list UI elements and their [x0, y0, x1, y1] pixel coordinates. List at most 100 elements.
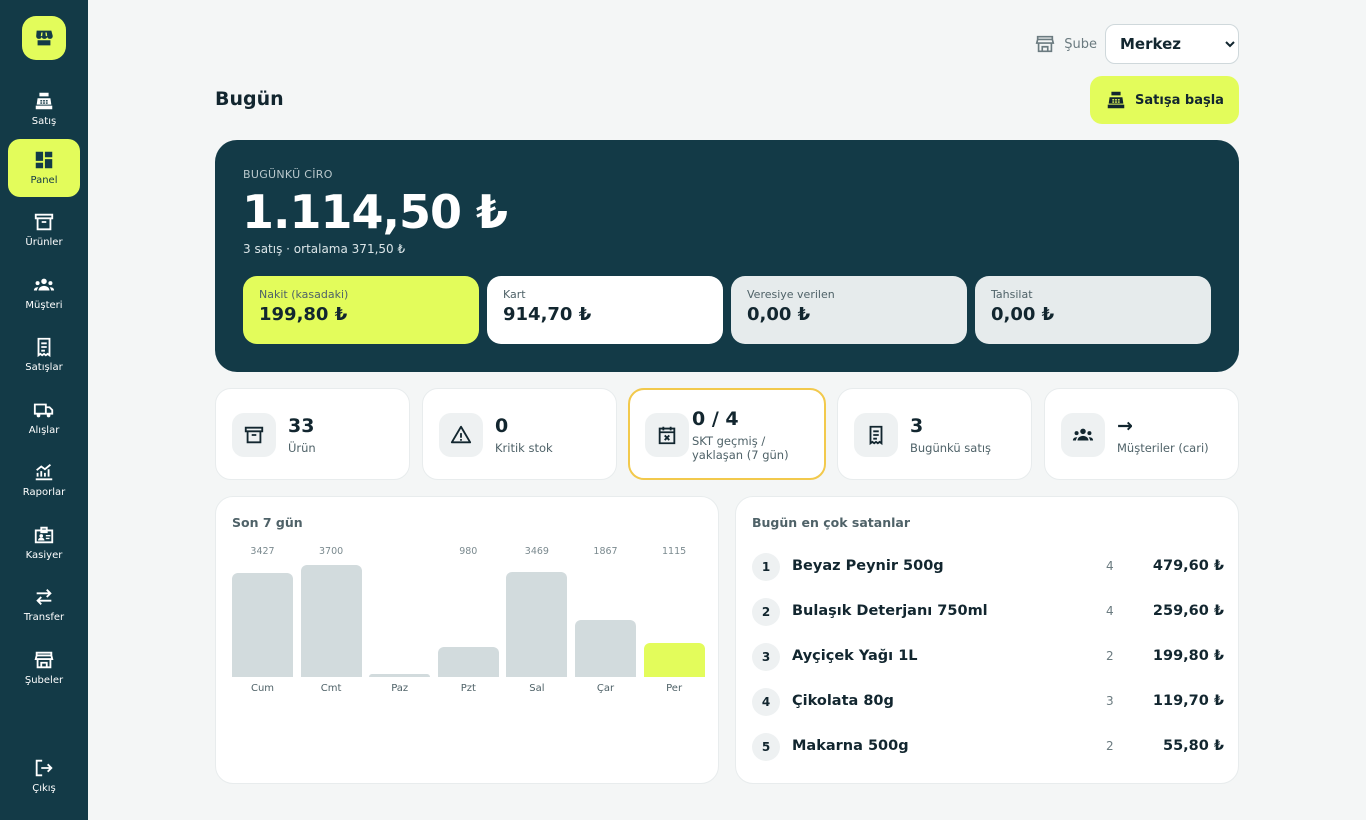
chart-bar-pzt	[437, 647, 499, 677]
chart-category-label: Cmt	[320, 683, 342, 694]
top-sellers-title: Bugün en çok satanlar	[752, 515, 910, 530]
last-7-days-chart-panel: Son 7 gün 3427 Cum 3700 Cmt Paz 980 Pzt 3469 Sal…	[215, 496, 719, 784]
product-amount: 199,80 ₺	[1152, 648, 1224, 664]
product-qty: 4	[1106, 559, 1114, 573]
stat-icon-wrap	[854, 413, 898, 457]
product-qty: 3	[1106, 694, 1114, 708]
rank-badge: 5	[752, 733, 780, 761]
sidebar-item-kasiyer[interactable]: Kasiyer	[8, 514, 80, 572]
chart-category-label: Cum	[250, 683, 275, 694]
list-item[interactable]: 3 Ayçiçek Yağı 1L 2 199,80 ₺	[752, 642, 1224, 672]
sidebar-item-raporlar[interactable]: Raporlar	[8, 451, 80, 509]
revenue-label: BUGÜNKÜ CİRO	[243, 168, 333, 181]
dashboard-icon	[35, 151, 53, 169]
storefront-icon	[1035, 35, 1055, 53]
payment-value: 0,00 ₺	[747, 304, 811, 325]
payment-value: 199,80 ₺	[259, 304, 348, 325]
payment-label: Tahsilat	[991, 288, 1033, 301]
chart-bar-paz	[369, 674, 431, 677]
cash-register-icon	[35, 92, 53, 110]
storefront-icon	[36, 30, 53, 46]
stat-icon-wrap	[1061, 413, 1105, 457]
chart-category-label: Sal	[529, 683, 545, 694]
warning-icon	[450, 425, 472, 444]
sidebar-item-urunler[interactable]: Ürünler	[8, 201, 80, 259]
sidebar-item-label: Kasiyer	[25, 550, 63, 561]
stat-products-card[interactable]: 33 Ürün	[215, 388, 410, 480]
payment-value: 0,00 ₺	[991, 304, 1055, 325]
list-item[interactable]: 4 Çikolata 80g 3 119,70 ₺	[752, 687, 1224, 717]
revenue-value: 1.114,50 ₺	[242, 185, 508, 239]
truck-icon	[33, 403, 54, 418]
product-qty: 4	[1106, 604, 1114, 618]
sidebar-item-label: Panel	[30, 175, 58, 186]
payment-label: Veresiye verilen	[747, 288, 835, 301]
sidebar-item-musteri[interactable]: Müşteri	[8, 264, 80, 322]
sidebar-item-label: Satış	[31, 116, 57, 127]
payment-label: Nakit (kasadaki)	[259, 288, 349, 301]
branch-label: Şube	[1064, 36, 1097, 52]
stat-value: 0	[495, 415, 509, 437]
sidebar-item-satis[interactable]: Satış	[8, 80, 80, 138]
cash-register-icon	[1107, 91, 1125, 109]
rank-badge: 4	[752, 688, 780, 716]
product-name: Ayçiçek Yağı 1L	[792, 648, 918, 664]
sidebar-item-satislar[interactable]: Satışlar	[8, 326, 80, 384]
receipt-icon	[37, 337, 51, 358]
product-qty: 2	[1106, 739, 1114, 753]
analytics-icon	[35, 463, 53, 481]
stat-label: Müşteriler (cari)	[1117, 441, 1209, 455]
stat-customers-card[interactable]: → Müşteriler (cari)	[1044, 388, 1239, 480]
swap-arrows-icon	[36, 589, 52, 605]
start-sale-button[interactable]: Satışa başla	[1090, 76, 1239, 124]
payment-value: 914,70 ₺	[503, 304, 592, 325]
product-name: Makarna 500g	[792, 738, 909, 754]
people-icon	[33, 278, 55, 291]
logout-label: Çıkış	[32, 783, 56, 794]
sidebar-item-label: Şubeler	[24, 675, 64, 686]
branch-picker: Şube Merkez	[1034, 24, 1239, 64]
payment-cash-card: Nakit (kasadaki) 199,80 ₺	[243, 276, 479, 344]
chart-category-label: Çar	[596, 683, 615, 694]
list-item[interactable]: 1 Beyaz Peynir 500g 4 479,60 ₺	[752, 552, 1224, 582]
archive-box-icon	[34, 213, 54, 231]
store-logo[interactable]	[22, 16, 66, 60]
chart-category-label: Per	[666, 683, 683, 694]
event-busy-icon	[658, 426, 676, 445]
logout-button[interactable]: Çıkış	[8, 747, 80, 805]
product-name: Çikolata 80g	[792, 693, 894, 709]
branch-select[interactable]: Merkez	[1105, 24, 1239, 64]
sidebar-item-alislar[interactable]: Alışlar	[8, 389, 80, 447]
badge-icon	[34, 526, 54, 544]
list-item[interactable]: 5 Makarna 500g 2 55,80 ₺	[752, 732, 1224, 762]
stat-value: →	[1117, 415, 1133, 437]
payment-collection-card: Tahsilat 0,00 ₺	[975, 276, 1211, 344]
people-icon	[1072, 428, 1094, 441]
stat-today-sales-card[interactable]: 3 Bugünkü satış	[837, 388, 1032, 480]
logout-icon	[35, 759, 53, 777]
revenue-subtitle: 3 satış · ortalama 371,50 ₺	[243, 242, 406, 256]
chart-bar-çar	[575, 620, 636, 677]
chart-value-label: 3700	[319, 546, 344, 557]
rank-badge: 2	[752, 598, 780, 626]
stat-label: Ürün	[288, 441, 316, 455]
list-item[interactable]: 2 Bulaşık Deterjanı 750ml 4 259,60 ₺	[752, 597, 1224, 627]
product-name: Beyaz Peynir 500g	[792, 558, 944, 574]
product-qty: 2	[1106, 649, 1114, 663]
sidebar-item-label: Ürünler	[25, 237, 63, 248]
archive-box-icon	[244, 426, 264, 444]
stat-label: Bugünkü satış	[910, 441, 992, 455]
revenue-hero-card: BUGÜNKÜ CİRO 1.114,50 ₺ 3 satış · ortala…	[215, 140, 1239, 372]
sidebar-item-transfer[interactable]: Transfer	[8, 576, 80, 634]
sidebar-item-panel[interactable]: Panel	[8, 139, 80, 197]
sidebar-item-subeler[interactable]: Şubeler	[8, 639, 80, 697]
product-amount: 55,80 ₺	[1162, 738, 1224, 754]
sidebar-item-label: Satışlar	[25, 362, 63, 373]
stat-critical-stock-card[interactable]: 0 Kritik stok	[422, 388, 617, 480]
stat-label: SKT geçmiş / yaklaşan (7 gün)	[692, 434, 789, 462]
stat-expiry-card[interactable]: 0 / 4 SKT geçmiş / yaklaşan (7 gün)	[628, 388, 826, 480]
payment-card-card: Kart 914,70 ₺	[487, 276, 723, 344]
stat-value: 33	[288, 415, 315, 437]
receipt-icon	[869, 425, 883, 446]
sidebar-item-label: Raporlar	[22, 487, 66, 498]
